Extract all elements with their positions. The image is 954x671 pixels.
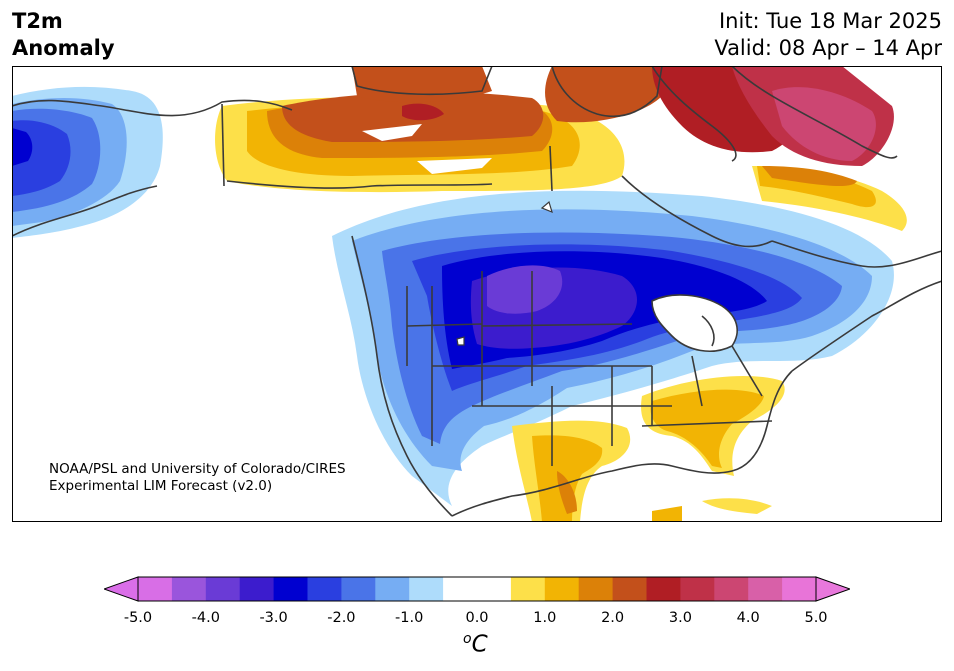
colorbar-tick-label: 5.0	[804, 610, 828, 626]
colorbar-tick-label: 4.0	[736, 610, 760, 626]
colorbar-tick-label: 0.0	[465, 610, 489, 626]
anomaly-map	[12, 66, 942, 522]
colorbar-cell	[307, 577, 342, 601]
colorbar-tick-label: 1.0	[533, 610, 557, 626]
colorbar-under-arrow	[104, 576, 139, 602]
valid-period: Valid: 08 Apr – 14 Apr	[714, 36, 942, 60]
colorbar-tick-label: -3.0	[259, 610, 288, 626]
colorbar-cell	[205, 577, 241, 601]
credit-line2: Experimental LIM Forecast (v2.0)	[49, 478, 273, 494]
colorbar-cell	[171, 577, 207, 601]
colorbar-cell	[409, 577, 444, 601]
colorbar-tick-label: -5.0	[123, 610, 153, 626]
credit-line1: NOAA/PSL and University of Colorado/CIRE…	[49, 461, 346, 477]
plot-title: T2m Anomaly	[12, 8, 115, 62]
units-superscript: o	[463, 631, 472, 647]
init-date: Init: Tue 18 Mar 2025	[718, 9, 942, 33]
canada-warm-region	[215, 66, 907, 231]
colorbar-units: oC	[463, 631, 488, 658]
colorbar-cell	[138, 577, 173, 601]
forecast-timing: Init: Tue 18 Mar 2025 Valid: 08 Apr – 14…	[714, 8, 942, 62]
colorbar-tick-label: 3.0	[668, 610, 692, 626]
colorbar-tick-label: -1.0	[395, 610, 424, 626]
colorbar-cell	[477, 577, 512, 601]
colorbar-cell	[578, 577, 614, 601]
colorbar-tick-label: -4.0	[191, 610, 220, 626]
us-southeast-warm-region	[512, 376, 785, 522]
colorbar-frame	[137, 576, 817, 602]
units-base: C	[471, 631, 488, 658]
colorbar-tick-label: 2.0	[601, 610, 625, 626]
alaska-cold-region	[12, 86, 163, 238]
colorbar-cell	[239, 577, 275, 601]
colorbar-tick-label: -2.0	[327, 610, 356, 626]
colorbar-cell	[680, 577, 715, 601]
colorbar-cell	[544, 577, 580, 601]
colorbar-over-arrow	[815, 576, 850, 602]
map-frame	[12, 66, 942, 522]
colorbar-cell	[510, 577, 546, 601]
colorbar-cell	[612, 577, 647, 601]
colorbar-cell	[341, 577, 376, 601]
colorbar-cell	[714, 577, 749, 601]
colorbar-cell	[273, 577, 308, 601]
colorbar-cell	[782, 577, 817, 601]
colorbar-cell	[375, 577, 410, 601]
colorbar-cell	[748, 577, 783, 601]
data-credit: NOAA/PSL and University of Colorado/CIRE…	[49, 461, 346, 495]
colorbar-cells	[138, 577, 817, 601]
colorbar	[104, 576, 850, 602]
title-line1: T2m	[12, 9, 63, 33]
colorbar-cell	[443, 577, 478, 601]
title-line2: Anomaly	[12, 36, 115, 60]
colorbar-ticks: -5.0 -4.0 -3.0 -2.0 -1.0 0.0 1.0 2.0 3.0 4.0 5.0	[0, 610, 954, 632]
islands	[456, 200, 553, 346]
colorbar-cell	[646, 577, 681, 601]
geographic-borders	[12, 66, 942, 517]
